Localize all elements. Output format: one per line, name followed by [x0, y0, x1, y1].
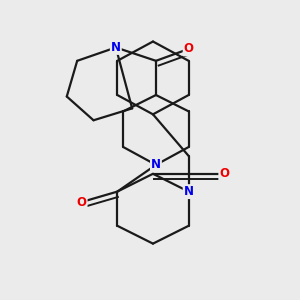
- Text: O: O: [219, 167, 229, 180]
- Text: N: N: [184, 185, 194, 198]
- Text: N: N: [111, 41, 121, 54]
- Text: O: O: [184, 42, 194, 56]
- Text: O: O: [76, 196, 87, 208]
- Text: N: N: [151, 158, 161, 171]
